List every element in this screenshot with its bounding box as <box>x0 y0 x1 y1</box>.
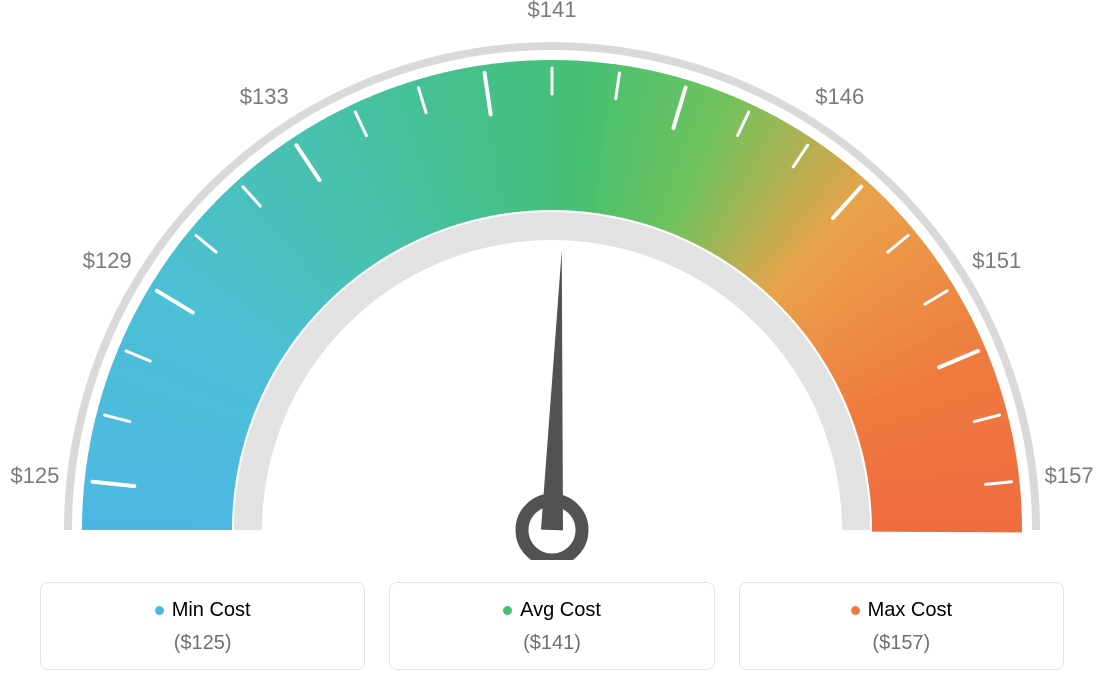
gauge: $125 $129 $133 $141 $146 $151 $157 <box>0 0 1104 560</box>
legend-value: ($157) <box>750 632 1053 655</box>
legend-label: Avg Cost <box>520 599 601 622</box>
legend-title-max: Max Cost <box>851 599 952 622</box>
gauge-tick-label: $133 <box>240 84 289 110</box>
legend-value: ($141) <box>400 632 703 655</box>
gauge-svg <box>0 0 1104 560</box>
dot-icon <box>503 606 512 615</box>
cost-gauge-container: $125 $129 $133 $141 $146 $151 $157 Min Cost ($… <box>0 0 1104 690</box>
gauge-tick-label: $125 <box>10 463 59 489</box>
legend-label: Min Cost <box>172 599 251 622</box>
gauge-tick-label: $157 <box>1045 463 1094 489</box>
gauge-tick-label: $141 <box>528 0 577 23</box>
legend-label: Max Cost <box>868 599 952 622</box>
legend-card-min: Min Cost ($125) <box>40 582 365 670</box>
dot-icon <box>155 606 164 615</box>
legend-card-avg: Avg Cost ($141) <box>389 582 714 670</box>
legend-value: ($125) <box>51 632 354 655</box>
legend-title-min: Min Cost <box>155 599 251 622</box>
legend-card-max: Max Cost ($157) <box>739 582 1064 670</box>
gauge-tick-label: $129 <box>83 248 132 274</box>
legend-row: Min Cost ($125) Avg Cost ($141) Max Cost… <box>40 582 1064 670</box>
legend-title-avg: Avg Cost <box>503 599 601 622</box>
gauge-tick-label: $151 <box>972 248 1021 274</box>
dot-icon <box>851 606 860 615</box>
gauge-tick-label: $146 <box>815 84 864 110</box>
